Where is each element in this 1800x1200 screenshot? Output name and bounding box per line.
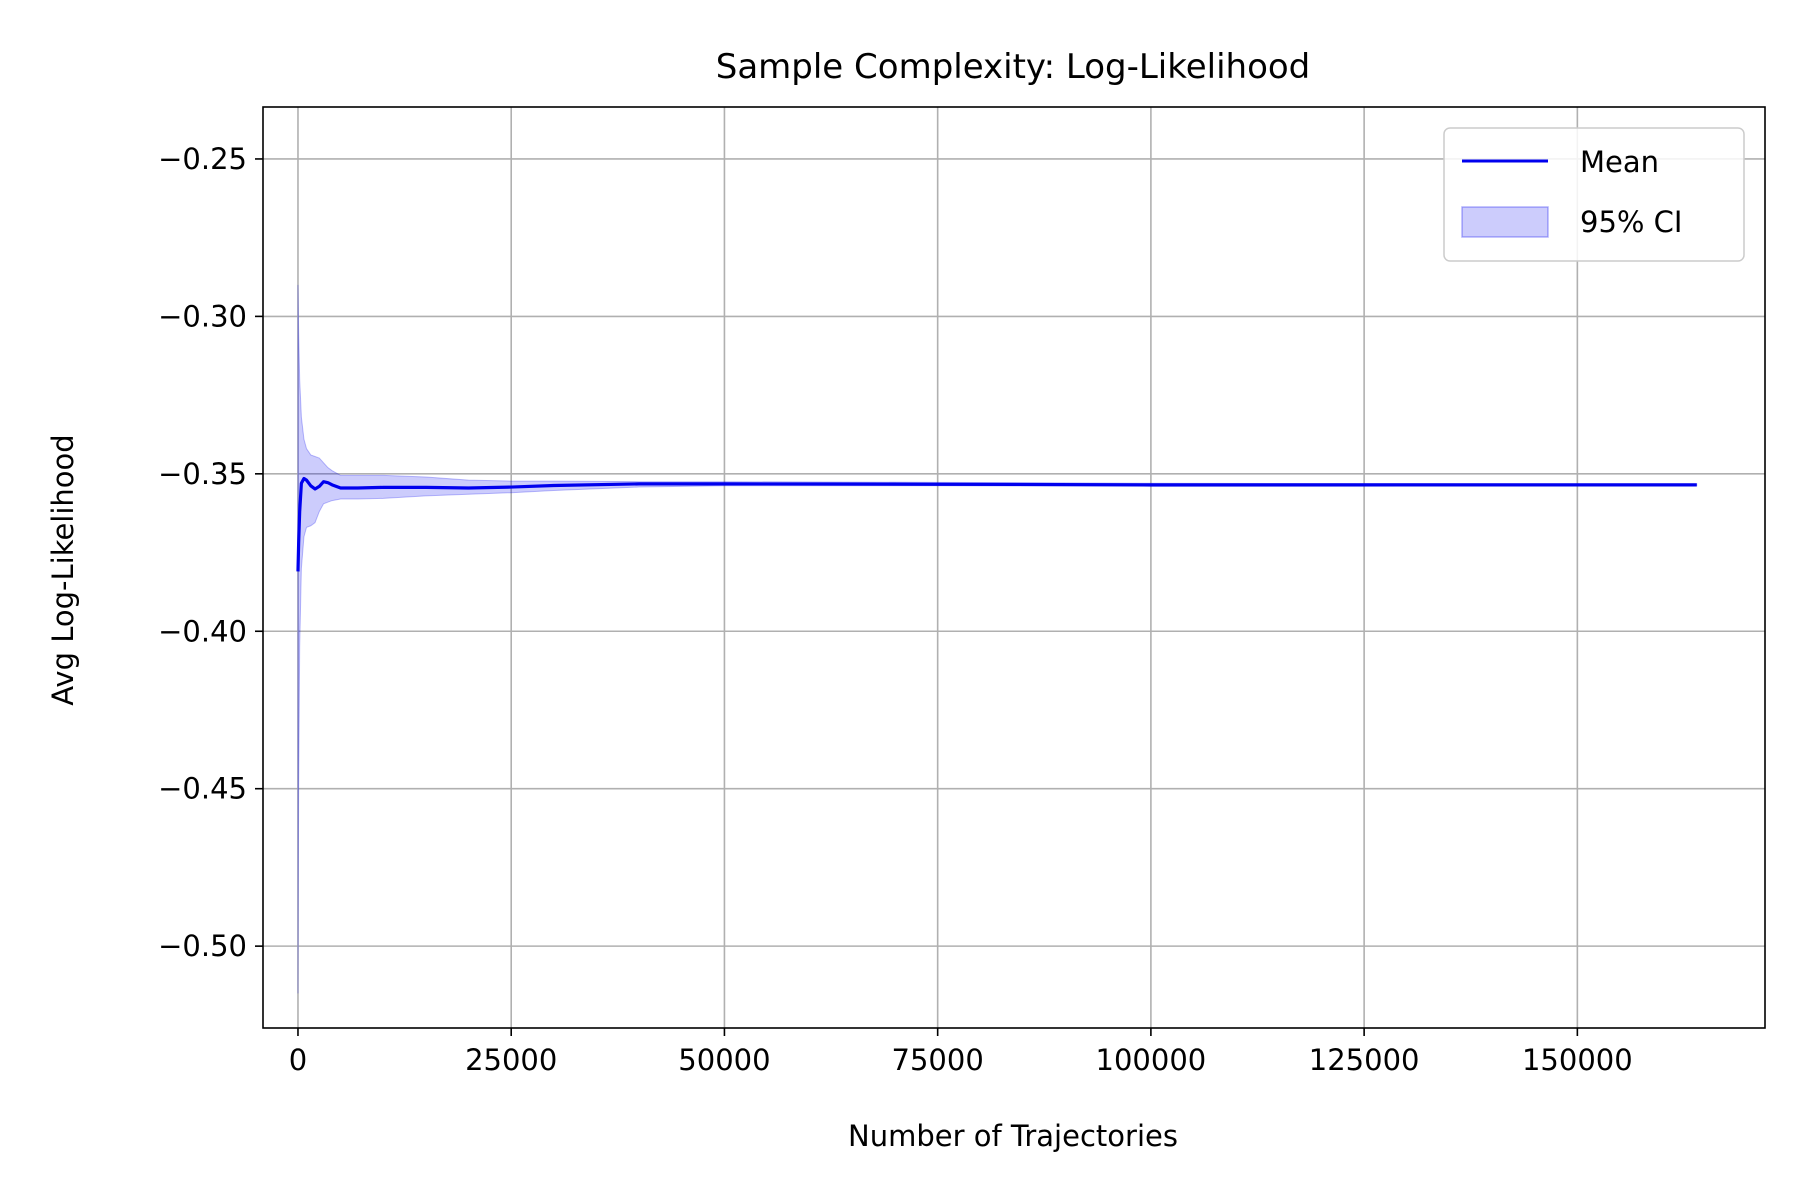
legend-ci-label: 95% CI [1580,205,1682,239]
x-tick-label: 150000 [1522,1043,1633,1077]
grid [263,107,1765,1028]
plot-area [296,284,1698,994]
x-tick-label: 75000 [892,1043,984,1077]
x-tick-label: 0 [289,1043,307,1077]
y-axis-label: Avg Log-Likelihood [46,434,80,705]
ci-band [297,284,1698,994]
legend-mean-label: Mean [1580,145,1659,179]
axes-frame [262,106,1766,1029]
legend-ci-swatch [1461,206,1549,238]
mean-line [296,476,1697,572]
x-tick-label: 100000 [1096,1043,1207,1077]
x-axis-ticks: 0 25000 50000 75000 100000 125000 150000 [289,1028,1633,1077]
y-tick-label: −0.40 [158,614,247,648]
x-tick-label: 50000 [678,1043,770,1077]
y-tick-label: −0.30 [158,299,247,333]
y-tick-label: −0.45 [158,772,247,806]
y-axis-ticks: −0.25 −0.30 −0.35 −0.40 −0.45 −0.50 [158,142,263,963]
y-tick-label: −0.50 [158,929,247,963]
x-axis-label: Number of Trajectories [848,1119,1178,1153]
y-tick-label: −0.35 [158,457,247,491]
legend: Mean 95% CI [1443,127,1745,262]
x-tick-label: 125000 [1309,1043,1420,1077]
x-tick-label: 25000 [465,1043,557,1077]
y-tick-label: −0.25 [158,142,247,176]
chart-title: Sample Complexity: Log-Likelihood [716,47,1311,87]
